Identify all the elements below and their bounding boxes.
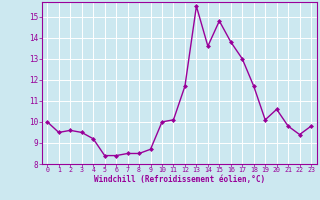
X-axis label: Windchill (Refroidissement éolien,°C): Windchill (Refroidissement éolien,°C) — [94, 175, 265, 184]
